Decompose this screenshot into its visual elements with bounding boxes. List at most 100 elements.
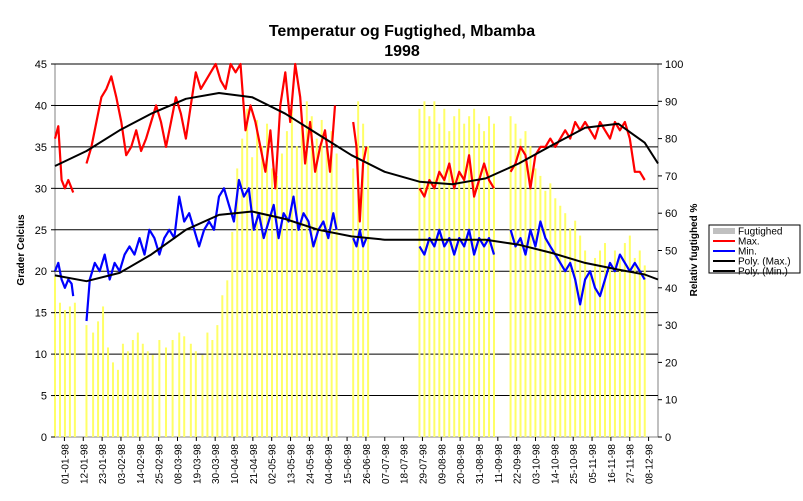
humidity-bar: [468, 116, 471, 437]
humidity-bar: [589, 272, 592, 437]
humidity-bar: [633, 257, 636, 437]
x-tick-label: 05-11-98: [588, 444, 599, 484]
y-tick-label: 5: [41, 391, 47, 403]
humidity-bar: [638, 250, 641, 437]
y-axis-ticks: 0 5 10 15 20 25 30 35 40 45: [35, 59, 55, 444]
x-tick-label: 07-07-98: [381, 444, 392, 484]
series-line-2: [53, 261, 75, 297]
humidity-bar: [362, 123, 365, 438]
chart-title: Temperatur og Fugtighed, Mbamba: [269, 23, 535, 40]
humidity-bar: [519, 138, 522, 437]
x-tick-label: 18-07-98: [400, 444, 411, 484]
humidity-bar: [579, 235, 582, 437]
y2-tick-label: 90: [665, 96, 677, 108]
humidity-bar: [448, 131, 451, 437]
legend-label: Max.: [738, 237, 760, 248]
humidity-bar: [428, 116, 431, 437]
x-tick-label: 14-02-98: [136, 444, 147, 484]
humidity-bar: [126, 351, 129, 437]
humidity-bar: [136, 332, 139, 437]
humidity-bar: [189, 343, 192, 437]
humidity-bar: [58, 302, 61, 437]
x-tick-label: 29-07-98: [419, 444, 430, 484]
x-tick-label: 25-10-98: [569, 444, 580, 484]
series-line-1: [352, 121, 368, 223]
y2-tick-label: 50: [665, 246, 677, 258]
humidity-bar: [73, 302, 76, 437]
humidity-bar: [251, 157, 254, 437]
humidity-bar: [97, 321, 100, 437]
x-tick-label: 01-01-98: [60, 444, 71, 484]
x-tick-label: 21-04-98: [249, 444, 260, 484]
x-tick-label: 04-06-98: [324, 444, 335, 484]
series-line-1: [53, 125, 75, 193]
humidity-bar: [241, 138, 244, 437]
series-line-4: [54, 210, 659, 283]
humidity-bar: [131, 340, 134, 437]
x-tick-label: 31-08-98: [475, 444, 486, 484]
y-tick-label: 20: [35, 266, 47, 278]
humidity-bar: [618, 257, 621, 437]
legend-label: Fugtighed: [738, 227, 782, 238]
y-tick-label: 25: [35, 225, 47, 237]
y-axis-label: Grader Celcius: [16, 214, 27, 286]
humidity-bar: [216, 325, 219, 437]
x-tick-label: 03-02-98: [117, 444, 128, 484]
x-tick-label: 23-01-98: [98, 444, 109, 484]
humidity-bars: [54, 101, 646, 438]
humidity-bar: [564, 213, 567, 437]
x-tick-label: 02-05-98: [268, 444, 279, 484]
x-tick-label: 26-06-98: [362, 444, 373, 484]
humidity-bar: [102, 306, 105, 437]
humidity-bar: [85, 325, 88, 437]
x-tick-label: 12-01-98: [79, 444, 90, 484]
humidity-bar: [280, 153, 283, 437]
humidity-bar: [206, 332, 209, 437]
humidity-bar: [231, 231, 234, 437]
humidity-bar: [271, 168, 274, 437]
legend-label: Poly. (Min.): [738, 267, 788, 278]
x-tick-label: 24-05-98: [305, 444, 316, 484]
humidity-bar: [559, 205, 562, 437]
humidity-bar: [453, 116, 456, 437]
humidity-bar: [201, 354, 204, 437]
humidity-bar: [68, 306, 71, 437]
humidity-bar: [54, 276, 56, 437]
humidity-bar: [438, 123, 441, 438]
y2-axis-ticks: 0 10 20 30 40 50 60 70 80 90 100: [658, 59, 683, 444]
humidity-bar: [151, 354, 154, 437]
y2-tick-label: 10: [665, 395, 677, 407]
series-line-2: [352, 228, 368, 248]
humidity-bar: [221, 295, 224, 437]
humidity-bar: [111, 362, 114, 437]
humidity-bar: [146, 351, 149, 437]
humidity-bar: [320, 119, 323, 437]
x-axis-ticks: 01-01-98 12-01-98 23-01-98 03-02-98 14-02-98…: [60, 437, 656, 484]
humidity-bar: [295, 146, 298, 437]
humidity-bar: [433, 101, 436, 438]
humidity-bar: [443, 108, 446, 437]
x-tick-label: 25-02-98: [155, 444, 166, 484]
humidity-bar: [488, 116, 491, 437]
humidity-bar: [352, 168, 355, 437]
humidity-bar: [367, 146, 370, 437]
humidity-bar: [483, 131, 486, 437]
humidity-bar: [335, 153, 338, 437]
x-tick-label: 14-10-98: [550, 444, 561, 484]
x-tick-label: 30-03-98: [211, 444, 222, 484]
y2-tick-label: 80: [665, 134, 677, 146]
humidity-bar: [266, 123, 269, 438]
humidity-bar: [310, 116, 313, 437]
humidity-bar: [236, 168, 239, 437]
y-tick-label: 10: [35, 349, 47, 361]
x-tick-label: 03-10-98: [532, 444, 543, 484]
humidity-bar: [492, 123, 495, 438]
humidity-bar: [246, 108, 249, 437]
humidity-bar: [330, 131, 333, 437]
y2-tick-label: 40: [665, 283, 677, 295]
y-tick-label: 40: [35, 100, 47, 112]
y-tick-label: 35: [35, 142, 47, 154]
humidity-bar: [594, 257, 597, 437]
humidity-bar: [524, 131, 527, 437]
